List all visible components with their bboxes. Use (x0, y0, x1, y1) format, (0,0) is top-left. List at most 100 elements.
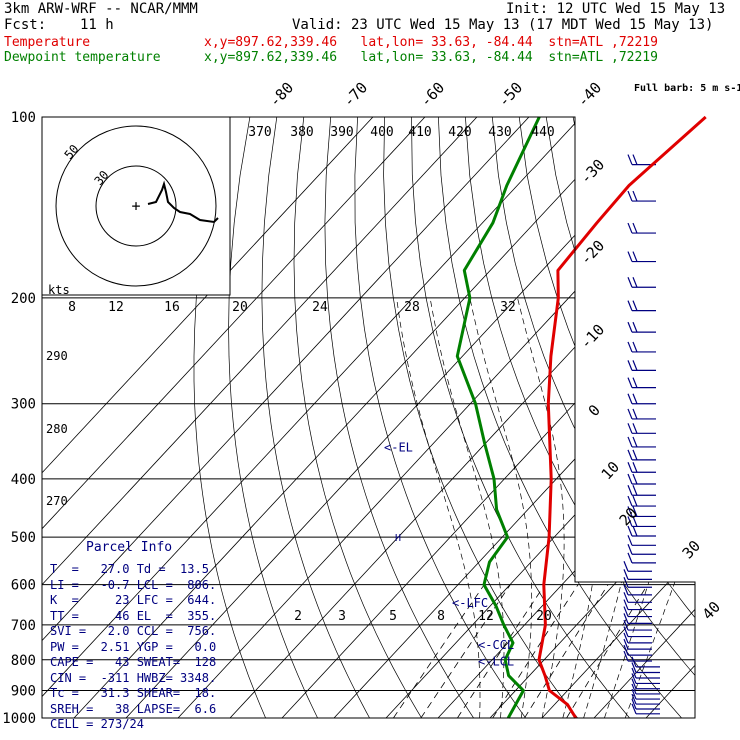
pressure-tick-label: 600 (11, 578, 36, 594)
wind-barb-flag (627, 277, 633, 288)
speed-tick-label: 24 (312, 300, 328, 315)
level-annotation: <-LCL (478, 655, 514, 669)
theta-label: 420 (448, 125, 471, 140)
wind-barb-flag (627, 544, 633, 555)
pressure-tick-label: 800 (11, 653, 36, 669)
mixing-ratio-line (566, 584, 648, 718)
wind-legend: Full barb: 5 m s-1 (634, 83, 740, 94)
theta-label: 400 (370, 125, 393, 140)
mixing-ratio-line (524, 584, 609, 718)
wind-barb-flag (632, 190, 638, 202)
isotherm-line (42, 117, 374, 718)
mixing-ratio-line (393, 584, 485, 718)
mixing-ratio-label: 3 (338, 609, 346, 624)
wind-barb-flag (627, 154, 633, 165)
wind-barb-flag (632, 277, 638, 288)
pressure-tick-label: 700 (11, 618, 36, 634)
mixing-ratio-label: 20 (536, 609, 552, 624)
dry-adiabat-line (626, 117, 695, 718)
valid-time: Valid: 23 UTC Wed 15 May 13 (17 MDT Wed … (292, 17, 714, 33)
speed-tick-label: 8 (68, 300, 76, 315)
dry-adiabat-line (708, 117, 740, 718)
parcel-marker: H (395, 533, 401, 544)
wind-barb-flag (632, 462, 638, 473)
theta-label: 390 (330, 125, 353, 140)
wind-barb-flag (627, 462, 633, 473)
wind-barb-flag (623, 561, 629, 572)
dewpoint-profile-line (455, 116, 541, 719)
hodograph-units: kts (48, 283, 70, 297)
isotherm-label: -80 (266, 79, 298, 111)
level-annotation: <-EL (384, 441, 413, 455)
wind-barb-flag (631, 667, 637, 679)
mixing-ratio-line (457, 584, 546, 718)
wind-barb-flag (627, 473, 633, 485)
wind-barb-flag (623, 599, 629, 610)
parcel-row: SREH = 38 LAPSE= 6.6 (50, 701, 217, 716)
pressure-tick-label: 300 (11, 397, 36, 413)
level-annotation: <-LFC (452, 596, 488, 610)
speed-tick-label: 20 (232, 300, 248, 315)
wind-barb-flag (632, 154, 638, 165)
speed-tick-label: 12 (108, 300, 124, 315)
profiles: <-EL <-LFC <-CCL <-LCL H (384, 115, 707, 719)
wind-barb-flag (627, 552, 633, 564)
speed-tick-label: 16 (164, 300, 180, 315)
wind-barb-flag (627, 408, 633, 420)
parcel-row: PW = 2.51 YGP = 0.0 (50, 639, 217, 654)
plot-frame (41, 116, 696, 719)
wind-barb-flag (632, 408, 638, 420)
fcst-label: Fcst: (4, 17, 47, 33)
isotherm-label: -60 (417, 79, 449, 111)
wind-barb-flag (632, 251, 638, 262)
theta-label: 370 (248, 125, 271, 140)
init-time: Init: 12 UTC Wed 15 May 13 (506, 1, 726, 17)
dry-adiabat-line (491, 117, 695, 718)
model-title: 3km ARW-WRF -- NCAR/MMM (4, 1, 198, 17)
pressure-tick-label: 100 (11, 110, 36, 126)
moist-adiabat-line (469, 297, 533, 718)
theta-label: 380 (290, 125, 313, 140)
hodograph-frame (41, 116, 231, 296)
dry-adiabat-line (680, 117, 695, 718)
isotherm-line (229, 117, 695, 718)
wind-barb-flag (631, 683, 637, 695)
parcel-row: K = 23 LFC = 644. (50, 593, 217, 607)
dry-adiabat-line (324, 117, 474, 718)
dry-adiabat-line (735, 117, 740, 718)
wind-barb-flag (631, 703, 637, 715)
wind-barb-flag (627, 423, 633, 434)
wind-barb-flag (623, 650, 629, 662)
wind-barb-flag (623, 638, 629, 650)
parcel-row: Tc = 31.3 SHEAR= 18. (50, 686, 217, 700)
dry-adiabat-line (354, 117, 526, 718)
wind-barb-flag (631, 673, 637, 684)
isotherm-line (593, 117, 695, 718)
isotherm-label: 30 (679, 537, 704, 562)
theta-label: 430 (488, 125, 511, 140)
wind-barb-flag (623, 626, 629, 637)
isotherm-label: -10 (577, 321, 609, 353)
moist-adiabat-line (624, 297, 695, 718)
parcel-row: T = 27.0 Td = 13.5 (50, 562, 209, 576)
wind-barbs (623, 154, 660, 715)
dewpoint-info: x,y=897.62,339.46 lat,lon= 33.63, -84.44… (204, 50, 658, 65)
isotherm-line (489, 117, 695, 718)
wind-barb-flag (627, 251, 633, 262)
temperature-profile-line (537, 115, 707, 719)
isotherm-label: -40 (574, 79, 606, 111)
isotherm-line (42, 117, 478, 718)
moist-adiabat-line (429, 297, 505, 718)
wind-barb-flag (623, 606, 629, 617)
speed-tick-label: 28 (404, 300, 420, 315)
wind-barb-flag (632, 516, 638, 527)
wind-barb-flag (631, 693, 637, 705)
wind-barb-flag (632, 222, 638, 234)
temperature-info: x,y=897.62,339.46 lat,lon= 33.63, -84.44… (204, 35, 658, 50)
theta-label: 280 (46, 422, 68, 436)
pressure-tick-label: 200 (11, 291, 36, 307)
wind-barb-flag (627, 506, 633, 517)
wind-barb-flag (632, 436, 638, 448)
wind-barb-flag (632, 393, 638, 404)
wind-barb-flag (632, 473, 638, 485)
